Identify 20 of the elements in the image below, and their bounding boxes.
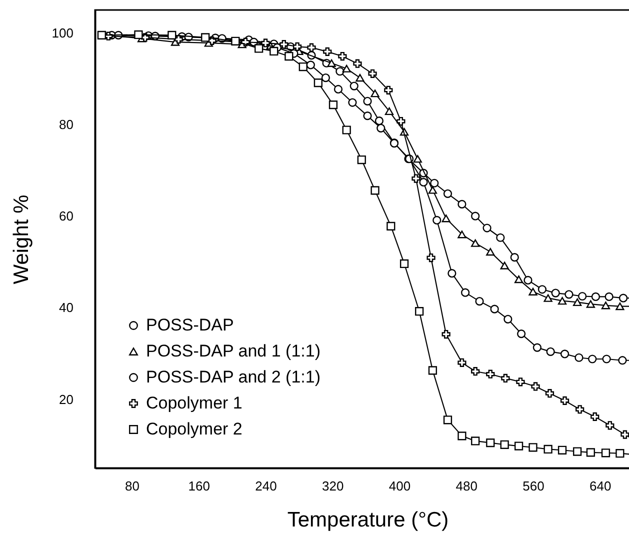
x-tick-label: 240 <box>255 478 277 494</box>
legend-label: POSS-DAP <box>146 316 234 334</box>
y-tick-label: 40 <box>59 300 74 316</box>
x-tick-label: 400 <box>388 478 411 494</box>
y-tick-label: 100 <box>52 25 74 40</box>
legend-label: Copolymer 1 <box>146 394 242 412</box>
legend-label: POSS-DAP and 2 (1:1) <box>146 368 320 386</box>
x-axis-title: Temperature (°C) <box>287 508 449 532</box>
y-tick-label: 80 <box>59 117 74 132</box>
x-tick-label: 480 <box>456 478 478 494</box>
legend-label: POSS-DAP and 1 (1:1) <box>146 342 320 360</box>
x-tick-label: 560 <box>522 478 544 494</box>
x-tick-label: 640 <box>590 478 612 494</box>
x-tick-label: 80 <box>125 478 140 494</box>
x-tick-label: 160 <box>188 478 210 494</box>
legend-label: Copolymer 2 <box>146 420 242 438</box>
y-axis-title: Weight % <box>10 194 33 284</box>
x-tick-label: 320 <box>322 478 344 494</box>
y-tick-label: 60 <box>59 208 74 224</box>
y-tick-label: 20 <box>59 392 74 407</box>
